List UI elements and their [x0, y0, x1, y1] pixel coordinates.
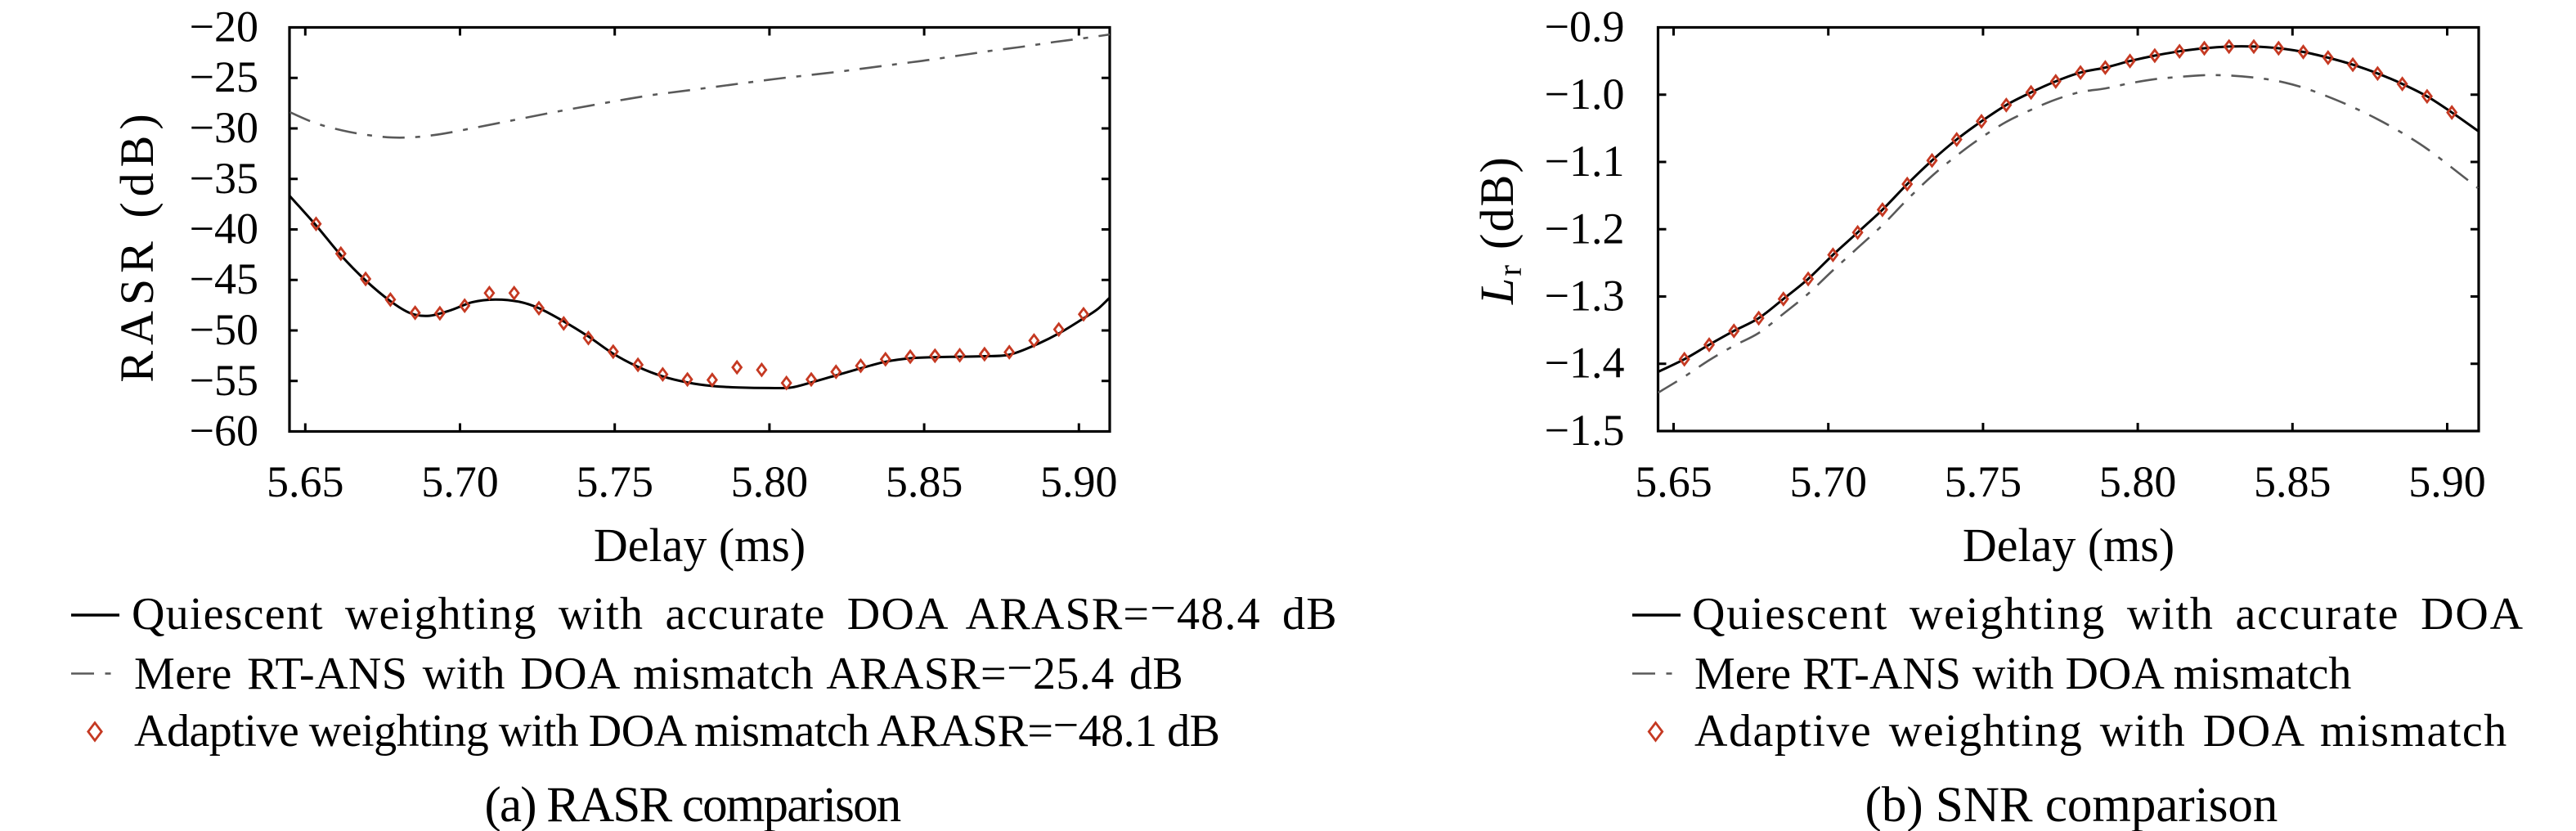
svg-text:Quiescent weighting with accur: Quiescent weighting with accurate DOA AR… — [132, 583, 1338, 640]
svg-text:Delay (ms): Delay (ms) — [1963, 519, 2174, 572]
svg-text:Delay (ms): Delay (ms) — [594, 519, 806, 572]
svg-text:−50: −50 — [190, 305, 258, 354]
svg-text:Lr (dB): Lr (dB) — [1470, 155, 1528, 305]
svg-text:−1.5: −1.5 — [1545, 406, 1625, 455]
svg-text:−20: −20 — [190, 2, 258, 52]
svg-text:5.65: 5.65 — [267, 457, 344, 506]
svg-text:5.70: 5.70 — [1789, 457, 1867, 506]
svg-text:(b) SNR comparison: (b) SNR comparison — [1865, 778, 2278, 831]
svg-text:Adaptive weighting with DOA mi: Adaptive weighting with DOA mismatch — [1694, 706, 2508, 757]
svg-text:5.75: 5.75 — [576, 457, 653, 506]
svg-text:5.80: 5.80 — [731, 457, 809, 506]
svg-text:−1.0: −1.0 — [1545, 70, 1625, 119]
svg-text:−1.4: −1.4 — [1545, 339, 1625, 388]
svg-text:5.85: 5.85 — [886, 457, 963, 506]
svg-text:5.85: 5.85 — [2254, 457, 2331, 506]
svg-text:−45: −45 — [190, 254, 258, 303]
svg-text:−1.2: −1.2 — [1545, 204, 1625, 253]
svg-text:−55: −55 — [190, 356, 258, 405]
svg-text:−60: −60 — [190, 407, 258, 456]
svg-text:−1.3: −1.3 — [1545, 272, 1625, 321]
svg-text:(a) RASR comparison: (a) RASR comparison — [485, 778, 901, 831]
svg-text:Mere RT-ANS with DOA mismatch: Mere RT-ANS with DOA mismatch ARASR=−25.… — [134, 643, 1183, 699]
svg-text:Mere RT-ANS with DOA mismatch: Mere RT-ANS with DOA mismatch — [1694, 649, 2351, 699]
svg-text:−40: −40 — [190, 204, 258, 254]
svg-text:−35: −35 — [190, 154, 258, 203]
svg-text:−25: −25 — [190, 52, 258, 101]
svg-text:5.90: 5.90 — [1040, 457, 1118, 506]
svg-text:5.65: 5.65 — [1635, 457, 1712, 506]
svg-text:5.70: 5.70 — [421, 457, 499, 506]
svg-text:−0.9: −0.9 — [1545, 2, 1625, 52]
svg-text:RASR (dB): RASR (dB) — [110, 108, 164, 382]
svg-text:5.80: 5.80 — [2099, 457, 2177, 506]
svg-text:−1.1: −1.1 — [1545, 137, 1625, 186]
svg-text:−30: −30 — [190, 103, 258, 152]
svg-text:5.90: 5.90 — [2408, 457, 2486, 506]
svg-text:5.75: 5.75 — [1945, 457, 2022, 506]
svg-text:Adaptive weighting with DOA mi: Adaptive weighting with DOA mismatch ARA… — [134, 700, 1219, 757]
svg-text:Quiescent weighting with accur: Quiescent weighting with accurate DOA — [1692, 589, 2524, 640]
